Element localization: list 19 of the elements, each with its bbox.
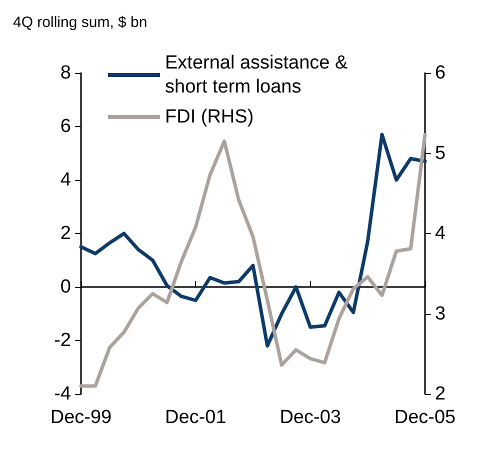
y2-tick-label: 4 [435,223,446,244]
x-tick-label: Dec-99 [50,407,112,428]
y-tick-label: -2 [54,330,71,351]
y-tick-label: 2 [60,223,71,244]
y2-tick-label: 3 [435,303,446,324]
y2-tick-label: 6 [435,62,446,84]
legend-label: FDI (RHS) [165,106,254,128]
y2-tick-label: 2 [435,384,446,404]
x-tick-label: Dec-03 [280,407,341,428]
y-tick-label: -4 [54,384,72,404]
y2-tick-label: 5 [435,142,446,164]
x-tick-label: Dec-05 [394,407,456,428]
y-tick-label: 6 [60,116,71,137]
x-tick-label: Dec-01 [165,407,226,428]
y-tick-label: 0 [60,276,71,298]
y-tick-label: 8 [60,62,71,84]
y-axis-title: 4Q rolling sum, $ bn [13,14,148,31]
y-tick-label: 4 [60,170,72,190]
legend-label: External assistance & short term loans [165,52,353,98]
